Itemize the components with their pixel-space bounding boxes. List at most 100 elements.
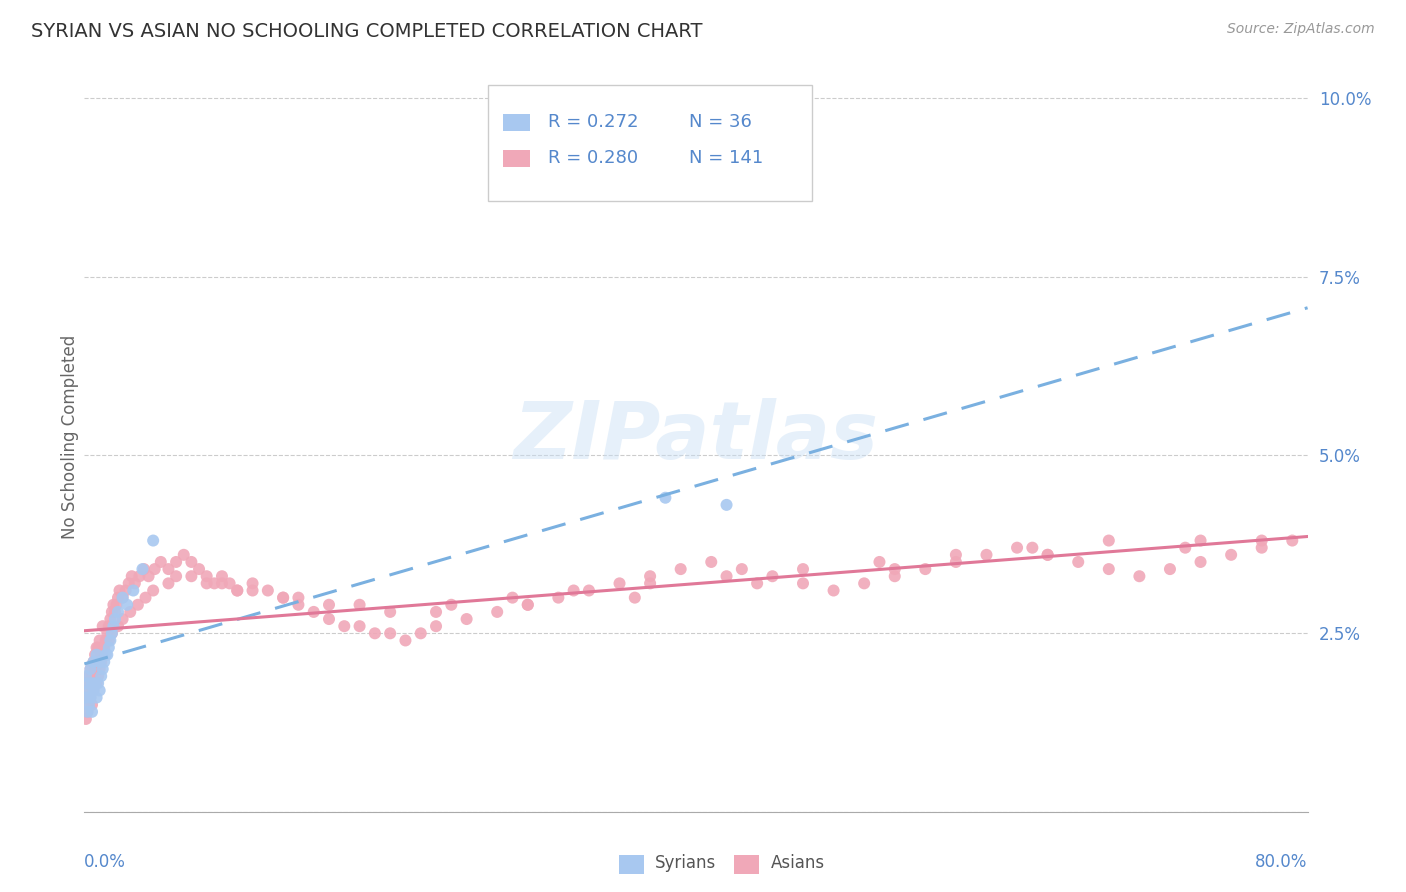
Point (80, 705, 103, 719)
Point (76, 676, 98, 690)
Point (242, 576, 264, 591)
Point (1189, 555, 1212, 569)
Point (1005, 541, 1028, 555)
Point (104, 612, 127, 626)
Point (107, 605, 129, 619)
Point (380, 605, 402, 619)
Point (84, 648, 107, 662)
Point (111, 612, 134, 626)
Point (731, 562, 754, 576)
Point (318, 598, 340, 612)
Point (114, 583, 136, 598)
Point (180, 555, 202, 569)
Point (883, 569, 905, 583)
Point (77, 669, 100, 683)
Point (157, 576, 180, 591)
Point (425, 619, 447, 633)
Point (638, 569, 661, 583)
Point (111, 591, 134, 605)
Point (80, 669, 103, 683)
Point (94, 648, 117, 662)
Point (165, 555, 187, 569)
Point (202, 576, 225, 591)
Point (86, 676, 108, 690)
Point (1281, 533, 1303, 548)
Point (165, 569, 187, 583)
Point (87, 669, 110, 683)
Point (226, 583, 249, 598)
Point (80, 676, 103, 690)
Point (883, 562, 905, 576)
Point (287, 591, 309, 605)
Point (211, 576, 233, 591)
Point (132, 562, 155, 576)
Point (93, 640, 115, 655)
Point (638, 576, 661, 591)
Text: Syrians: Syrians (655, 855, 717, 872)
Point (716, 569, 738, 583)
Point (79, 690, 101, 705)
Point (1067, 555, 1090, 569)
Point (107, 591, 129, 605)
Point (93, 655, 115, 669)
Point (700, 555, 723, 569)
Text: 80.0%: 80.0% (1256, 853, 1308, 871)
Point (91, 619, 114, 633)
Point (562, 583, 585, 598)
FancyBboxPatch shape (488, 85, 813, 201)
Point (79, 690, 101, 705)
Point (79, 676, 101, 690)
Point (271, 591, 294, 605)
Point (75, 712, 97, 726)
Point (242, 583, 264, 598)
Point (792, 562, 814, 576)
Point (83, 655, 105, 669)
Point (157, 562, 180, 576)
Point (869, 555, 891, 569)
Point (425, 605, 447, 619)
Point (77, 698, 100, 712)
Point (195, 576, 218, 591)
Point (97, 640, 120, 655)
Point (502, 591, 524, 605)
Point (380, 626, 402, 640)
Point (149, 555, 172, 569)
Point (86, 655, 108, 669)
Point (1098, 533, 1121, 548)
Point (1128, 569, 1150, 583)
FancyBboxPatch shape (503, 150, 530, 167)
Point (1021, 541, 1043, 555)
Point (257, 583, 280, 598)
Point (87, 640, 110, 655)
Point (91, 640, 114, 655)
Point (226, 583, 249, 598)
Text: ZIPatlas: ZIPatlas (513, 398, 879, 476)
Point (89, 655, 111, 669)
Point (654, 491, 676, 505)
Point (89, 662, 111, 676)
Text: Source: ZipAtlas.com: Source: ZipAtlas.com (1227, 22, 1375, 37)
Point (77, 683, 100, 698)
Point (97, 633, 120, 648)
Point (945, 548, 967, 562)
Point (75, 690, 97, 705)
Point (1220, 548, 1243, 562)
Point (101, 626, 124, 640)
Point (195, 569, 218, 583)
Point (90, 648, 112, 662)
Point (135, 591, 157, 605)
Point (107, 619, 129, 633)
Point (364, 626, 387, 640)
Point (302, 605, 325, 619)
Point (75, 669, 97, 683)
Point (127, 598, 149, 612)
Text: 0.0%: 0.0% (84, 853, 127, 871)
Point (80, 669, 103, 683)
Point (394, 633, 416, 648)
Point (716, 498, 738, 512)
Point (318, 612, 340, 626)
Point (89, 683, 111, 698)
Point (1250, 533, 1272, 548)
Point (211, 569, 233, 583)
Text: R = 0.280: R = 0.280 (548, 149, 638, 168)
